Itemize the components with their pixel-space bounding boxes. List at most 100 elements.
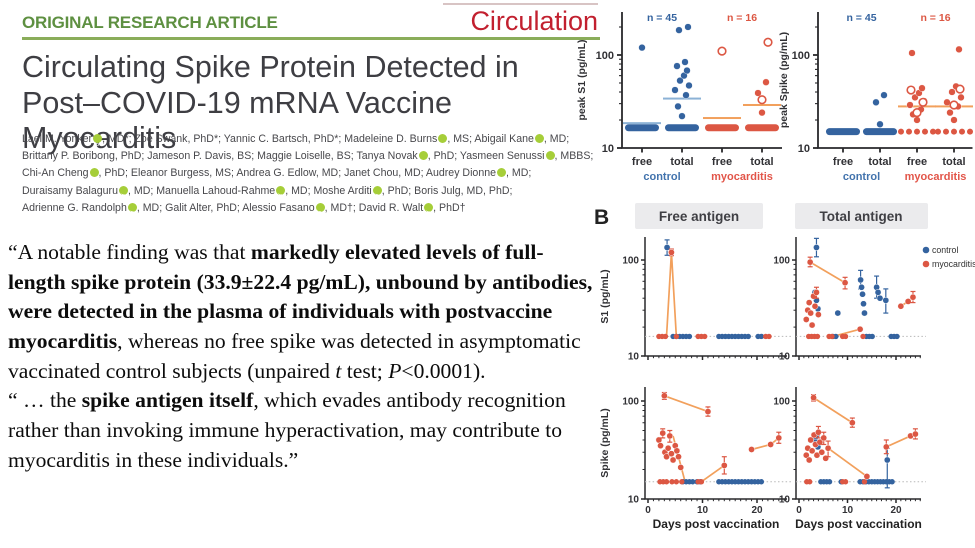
data-point xyxy=(841,279,849,287)
quote-text: , which evades antibody recognition rath… xyxy=(8,388,566,472)
article-title: Circulating Spike Protein Detected in Pos… xyxy=(22,50,602,157)
quote-text: P xyxy=(388,358,402,383)
data-point xyxy=(904,298,912,305)
svg-text:free: free xyxy=(632,156,652,168)
data-point xyxy=(681,58,689,66)
data-point xyxy=(912,430,919,438)
data-point xyxy=(816,438,824,446)
median-line xyxy=(703,117,741,120)
svg-text:100: 100 xyxy=(596,50,614,62)
trend-line xyxy=(751,437,780,451)
svg-text:peak S1 (pg/mL): peak S1 (pg/mL) xyxy=(576,39,588,120)
median-line xyxy=(623,122,661,125)
panel-b-svg: B Free antigen Total antigen control myocard… xyxy=(594,203,975,531)
free-antigen-header xyxy=(635,203,763,229)
author-names: , MD†; David R. Walt xyxy=(324,201,424,214)
article-title-line1: Circulating Spike Protein Detected in xyxy=(22,50,519,84)
baseline-dot xyxy=(686,333,693,340)
author-line: Brittany P. Boribong, PhD; Jameson P. Da… xyxy=(22,148,599,170)
svg-text:n = 16: n = 16 xyxy=(920,12,950,24)
data-point xyxy=(677,464,685,471)
baseline-cluster xyxy=(625,124,659,132)
baseline-dot xyxy=(698,479,705,485)
quote-paragraph: “ … the spike antigen itself, which evad… xyxy=(8,386,600,475)
data-point xyxy=(876,120,884,128)
free-s1-subplot: 10 100 S1 (pg/mL) xyxy=(599,237,792,363)
baseline-dot xyxy=(860,333,866,340)
total-antigen-header xyxy=(795,203,928,229)
svg-text:free: free xyxy=(712,156,732,168)
data-point xyxy=(811,302,819,310)
baseline-cluster xyxy=(863,128,897,136)
data-point xyxy=(767,441,774,448)
baseline-dot xyxy=(842,333,849,340)
data-point xyxy=(808,447,816,455)
data-point xyxy=(683,66,691,75)
baseline-dot xyxy=(758,333,765,340)
data-point xyxy=(748,446,755,453)
total-s1-subplot: 10 100 xyxy=(773,237,926,363)
data-point xyxy=(762,78,770,86)
data-point xyxy=(668,450,675,458)
svg-text:control: control xyxy=(932,245,958,255)
data-point xyxy=(808,321,816,329)
svg-text:0: 0 xyxy=(645,505,651,516)
data-point xyxy=(775,434,783,442)
data-point xyxy=(813,244,820,251)
svg-text:Free antigen: Free antigen xyxy=(659,209,739,224)
orcid-icon xyxy=(127,202,137,217)
peak-spike-svg: peak Spike (pg/mL) 10 100 free total free tota… xyxy=(778,12,973,183)
baseline-dot xyxy=(826,479,833,485)
data-point xyxy=(859,290,866,298)
svg-text:B: B xyxy=(594,206,609,229)
data-point-open xyxy=(949,100,959,110)
baseline-dot xyxy=(745,333,751,340)
figure-peak-spike-chart: peak Spike (pg/mL) 10 100 free total free tota… xyxy=(775,0,975,198)
data-point xyxy=(906,101,914,109)
svg-text:10: 10 xyxy=(628,495,640,506)
author-names: Chi-An Cheng xyxy=(22,167,89,180)
author-names: , MD; xyxy=(543,133,570,145)
trend-line xyxy=(700,464,725,483)
data-point xyxy=(675,26,683,34)
quote-text: <0.0001). xyxy=(401,358,486,383)
baseline-cluster xyxy=(826,128,860,136)
data-point xyxy=(943,98,951,106)
svg-text:n = 45: n = 45 xyxy=(846,12,876,24)
svg-text:total: total xyxy=(750,156,773,168)
data-point xyxy=(684,23,692,31)
data-point xyxy=(806,258,814,266)
data-point xyxy=(720,462,728,469)
author-names: , PhD† xyxy=(433,201,466,214)
author-line: Lael M. Yonker , MD*; Zoe Swank, PhD*; Ya… xyxy=(22,131,599,153)
data-point xyxy=(948,88,956,96)
svg-text:n = 16: n = 16 xyxy=(727,12,757,24)
data-point xyxy=(675,453,682,461)
svg-text:100: 100 xyxy=(792,50,810,62)
data-point xyxy=(805,299,813,306)
svg-text:S1 (pg/mL): S1 (pg/mL) xyxy=(599,269,611,323)
data-point xyxy=(882,443,890,451)
data-point-open xyxy=(906,85,916,95)
baseline-dot xyxy=(906,128,912,135)
svg-text:100: 100 xyxy=(622,397,639,408)
trend-line xyxy=(664,394,709,413)
data-point-open xyxy=(763,37,773,47)
peak-s1-svg: peak S1 (pg/mL) 10 100 free total free total n … xyxy=(576,12,782,183)
svg-text:myocarditis: myocarditis xyxy=(905,171,967,183)
data-point xyxy=(676,77,684,85)
baseline-dot xyxy=(869,333,875,340)
svg-text:10: 10 xyxy=(842,505,854,516)
data-point xyxy=(657,442,664,450)
data-point xyxy=(858,283,865,291)
trend-line xyxy=(827,447,868,478)
orcid-icon xyxy=(438,134,448,153)
data-point xyxy=(669,456,677,464)
author-list: Lael M. Yonker , MD*; Zoe Swank, PhD*; Ya… xyxy=(22,131,599,217)
baseline-dot xyxy=(930,128,936,135)
data-point xyxy=(874,289,882,296)
quote-paragraph: “A notable finding was that markedly ele… xyxy=(8,238,600,386)
author-names: , MD; Manuella Lahoud-Rahme xyxy=(127,184,276,197)
